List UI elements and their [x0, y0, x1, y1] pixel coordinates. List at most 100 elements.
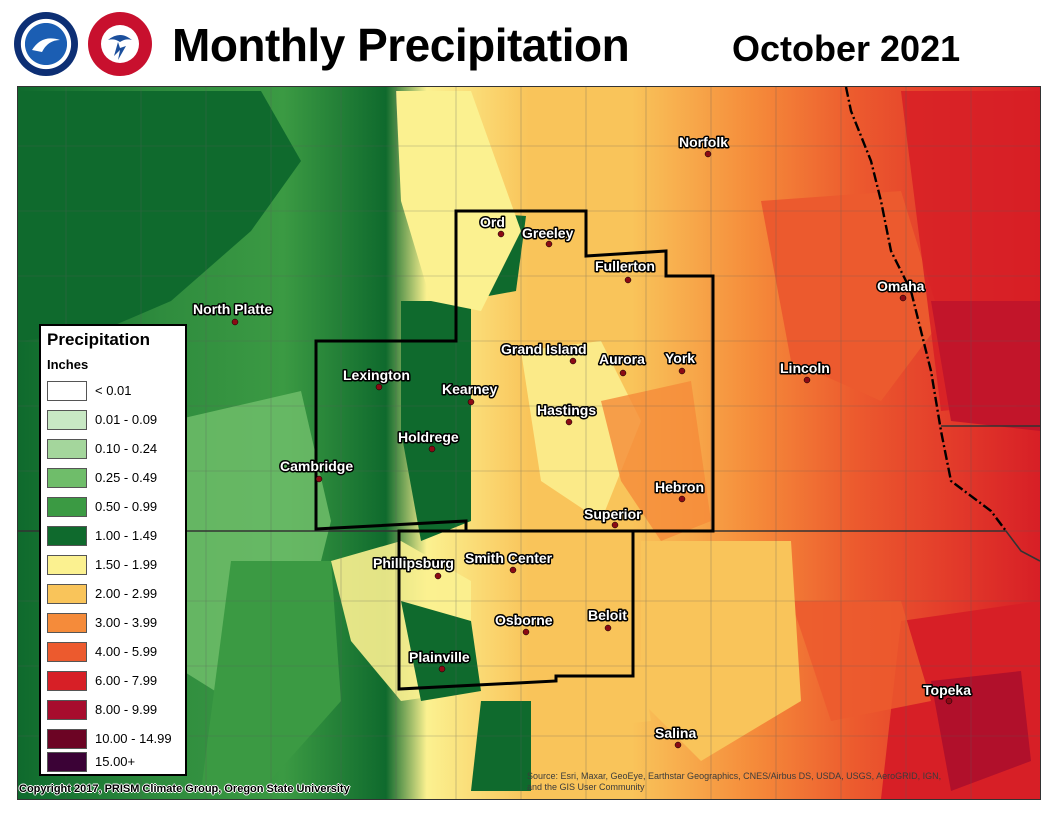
- city-smith-center: Smith Center: [464, 549, 554, 574]
- missouri-river-border: [844, 87, 1007, 532]
- city-label: Osborne: [495, 612, 553, 628]
- city-label: Topeka: [923, 682, 971, 698]
- city-point: [375, 383, 383, 391]
- legend-swatch: [47, 613, 87, 633]
- legend-label: 0.25 - 0.49: [95, 470, 158, 485]
- precip-zone: [401, 301, 471, 541]
- city-label: Plainville: [409, 649, 470, 665]
- precip-zone: [791, 601, 931, 721]
- legend-swatch: [47, 671, 87, 691]
- attribution-line: Source: Esri, Maxar, GeoEye, Earthstar G…: [527, 771, 942, 781]
- legend-swatch: [47, 700, 87, 720]
- precip-zone: [931, 301, 1040, 431]
- map-canvas: Norfolk Ord Greeley Fullerton Omaha Nort…: [18, 87, 1040, 799]
- city-label: Superior: [584, 506, 642, 522]
- city-point: [565, 418, 573, 426]
- legend-title: Precipitation: [47, 330, 150, 349]
- city-label: North Platte: [193, 301, 273, 317]
- city-omaha: Omaha: [876, 277, 926, 302]
- legend-label: 6.00 - 7.99: [95, 673, 158, 688]
- city-greeley: Greeley: [521, 224, 575, 248]
- city-point: [497, 230, 505, 238]
- city-beloit: Beloit: [587, 606, 629, 632]
- legend-swatch: [47, 381, 87, 401]
- city-aurora: Aurora: [598, 350, 647, 377]
- city-point: [509, 566, 517, 574]
- legend-swatch: [47, 410, 87, 430]
- city-phillipsburg: Phillipsburg: [372, 554, 455, 580]
- city-label: Lexington: [343, 367, 410, 383]
- city-point: [674, 741, 682, 749]
- legend-label: < 0.01: [95, 383, 132, 398]
- city-label: Hebron: [655, 479, 704, 495]
- legend-swatch: [47, 497, 87, 517]
- city-point: [545, 240, 553, 248]
- city-point: [428, 445, 436, 453]
- legend-label: 1.00 - 1.49: [95, 528, 158, 543]
- precip-zone: [641, 541, 801, 761]
- precip-zone: [521, 341, 641, 521]
- legend-swatch: [47, 468, 87, 488]
- city-plainville: Plainville: [408, 648, 471, 673]
- city-grand-island: Grand Island: [500, 340, 588, 365]
- legend-label: 0.50 - 0.99: [95, 499, 158, 514]
- national-weather-service-logo: [88, 12, 152, 76]
- city-superior: Superior: [583, 505, 644, 529]
- copyright-text: Copyright 2017, PRISM Climate Group, Ore…: [19, 783, 350, 795]
- noaa-logo: [14, 12, 78, 76]
- city-point: [438, 665, 446, 673]
- noaa-bird-icon: [32, 38, 60, 52]
- legend-swatch: [47, 439, 87, 459]
- precip-zone: [561, 641, 651, 731]
- city-label: Fullerton: [595, 258, 655, 274]
- city-point: [803, 376, 811, 384]
- legend-swatch: [47, 729, 87, 749]
- city-point: [678, 367, 686, 375]
- legend-label: 4.00 - 5.99: [95, 644, 158, 659]
- city-topeka: Topeka: [922, 681, 973, 705]
- legend-label: 15.00+: [95, 754, 136, 769]
- city-label: Kearney: [442, 381, 497, 397]
- city-label: York: [665, 350, 695, 366]
- city-point: [434, 572, 442, 580]
- precip-zone: [931, 671, 1031, 791]
- precip-zone: [471, 701, 531, 791]
- legend-label: 10.00 - 14.99: [95, 731, 172, 746]
- city-label: Ord: [480, 214, 505, 230]
- city-norfolk: Norfolk: [678, 133, 730, 158]
- city-point: [678, 495, 686, 503]
- city-label: Phillipsburg: [373, 555, 454, 571]
- city-label: Holdrege: [398, 429, 459, 445]
- city-markers: Norfolk Ord Greeley Fullerton Omaha Nort…: [192, 133, 973, 749]
- city-cambridge: Cambridge: [279, 457, 355, 483]
- legend-units: Inches: [47, 357, 89, 372]
- precip-zone: [761, 191, 941, 401]
- city-label: Lincoln: [780, 360, 830, 376]
- city-lincoln: Lincoln: [779, 359, 831, 384]
- legend-label: 2.00 - 2.99: [95, 586, 158, 601]
- legend-swatch: [47, 642, 87, 662]
- legend-swatch: [47, 584, 87, 604]
- city-point: [231, 318, 239, 326]
- city-point: [704, 150, 712, 158]
- legend-swatch: [47, 555, 87, 575]
- city-label: Beloit: [588, 607, 627, 623]
- city-hastings: Hastings: [536, 401, 598, 426]
- legend-label: 3.00 - 3.99: [95, 615, 158, 630]
- city-point: [315, 475, 323, 483]
- city-salina: Salina: [654, 724, 698, 749]
- legend-label: 1.50 - 1.99: [95, 557, 158, 572]
- city-lexington: Lexington: [342, 366, 411, 391]
- city-north-platte: North Platte: [192, 300, 274, 326]
- forecast-area-nebraska: [314, 209, 715, 533]
- city-point: [611, 521, 619, 529]
- city-point: [945, 697, 953, 705]
- city-point: [569, 357, 577, 365]
- legend: Precipitation Inches < 0.01 0.01 - 0.09 …: [39, 324, 187, 776]
- city-point: [604, 624, 612, 632]
- nws-emblem-icon: [101, 25, 139, 63]
- city-label: Hastings: [537, 402, 596, 418]
- attribution-line: and the GIS User Community: [527, 782, 645, 792]
- precipitation-map: Norfolk Ord Greeley Fullerton Omaha Nort…: [17, 86, 1041, 800]
